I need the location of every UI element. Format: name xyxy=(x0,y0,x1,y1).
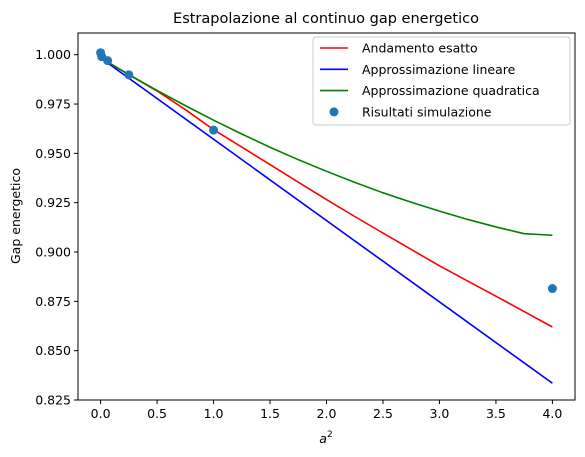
legend-swatch-risultati-simulazione xyxy=(329,107,339,117)
chart-title: Estrapolazione al continuo gap energetic… xyxy=(173,11,479,27)
x-axis: 0.0 0.5 1.0 1.5 2.0 2.5 3.0 3.5 4.0 xyxy=(91,400,562,421)
data-point xyxy=(547,284,557,294)
x-tick-label: 1.5 xyxy=(260,406,280,421)
x-axis-label: a2 xyxy=(319,430,332,446)
x-tick-label: 3.5 xyxy=(486,406,506,421)
y-tick-label: 0.900 xyxy=(35,245,71,260)
y-axis: 0.825 0.850 0.875 0.900 0.925 0.950 0.975 1.000 xyxy=(35,47,78,408)
y-tick-label: 0.875 xyxy=(35,294,71,309)
x-tick-label: 3.0 xyxy=(430,406,450,421)
series-line-andamento-esatto xyxy=(100,57,553,328)
y-axis-label: Gap energetico xyxy=(8,168,23,264)
series-line-approssimazione-quadratica xyxy=(100,57,553,237)
series-layer xyxy=(96,48,557,384)
x-tick-label: 1.0 xyxy=(204,406,224,421)
x-tick-label: 2.0 xyxy=(317,406,337,421)
data-point xyxy=(103,56,113,66)
x-tick-label: 2.5 xyxy=(373,406,393,421)
y-tick-label: 1.000 xyxy=(35,47,71,62)
x-tick-label: 0.5 xyxy=(147,406,167,421)
x-tick-label: 4.0 xyxy=(542,406,562,421)
legend-label: Andamento esatto xyxy=(362,41,478,56)
series-line-approssimazione-lineare xyxy=(100,57,553,384)
legend-label: Approssimazione quadratica xyxy=(362,83,540,98)
legend-box xyxy=(312,36,571,126)
y-tick-label: 0.975 xyxy=(35,97,71,112)
legend: Andamento esatto Approssimazione lineare A… xyxy=(312,36,571,126)
y-tick-label: 0.825 xyxy=(35,393,71,408)
data-point xyxy=(124,70,134,80)
legend-label: Risultati simulazione xyxy=(362,104,492,119)
legend-label: Approssimazione lineare xyxy=(362,62,516,77)
y-tick-label: 0.925 xyxy=(35,195,71,210)
data-point xyxy=(209,125,219,135)
y-tick-label: 0.850 xyxy=(35,343,71,358)
y-tick-label: 0.950 xyxy=(35,146,71,161)
x-tick-label: 0.0 xyxy=(91,406,111,421)
